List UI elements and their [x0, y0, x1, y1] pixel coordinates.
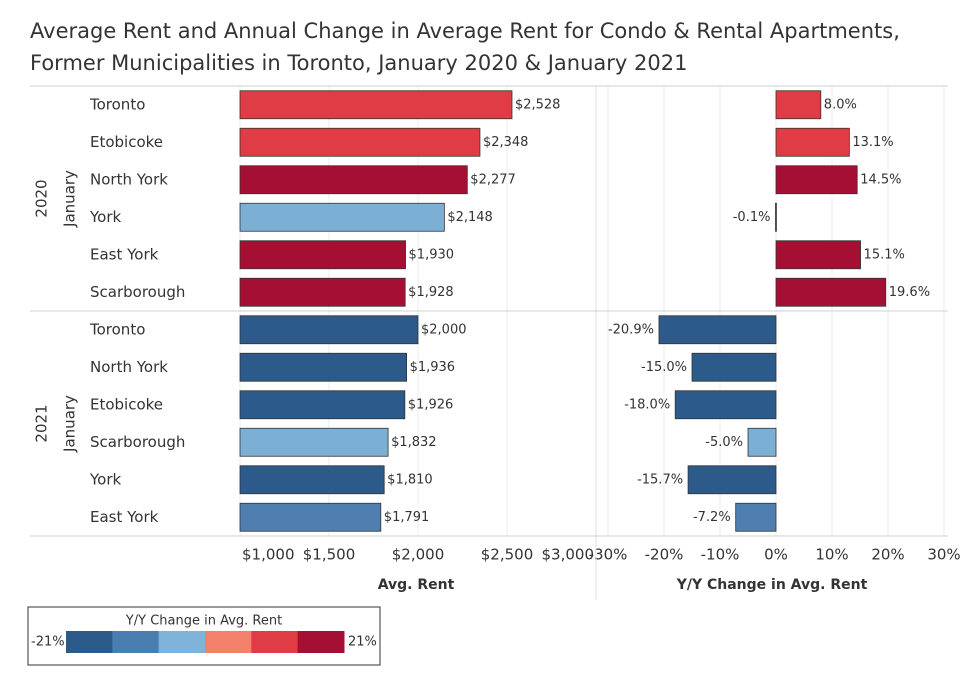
change-bar — [775, 277, 887, 307]
x-tick-label: $1,500 — [303, 546, 356, 564]
category-label: Toronto — [89, 320, 145, 338]
value-label: $1,791 — [384, 510, 430, 525]
legend-swatch — [297, 631, 345, 653]
change-bar — [775, 165, 858, 195]
category-label: North York — [90, 358, 168, 376]
rent-bar — [239, 127, 481, 157]
rent-bar — [239, 502, 382, 532]
value-label: -7.2% — [693, 510, 731, 525]
change-bar — [775, 90, 822, 120]
legend-max: 21% — [348, 635, 377, 650]
value-label: 19.6% — [889, 285, 930, 300]
change-bar — [775, 127, 850, 157]
change-bar — [775, 240, 861, 270]
row-header-month: January — [61, 170, 79, 228]
legend-min: -21% — [31, 635, 65, 650]
category-label: Scarborough — [90, 433, 185, 451]
x-tick-label: 30% — [927, 546, 960, 564]
x-tick-label: $1,000 — [242, 546, 295, 564]
value-label: $1,936 — [410, 360, 456, 375]
x-tick-label: -30% — [589, 546, 628, 564]
value-label: $2,148 — [447, 210, 493, 225]
value-label: $2,528 — [515, 97, 561, 112]
x-tick-label: 10% — [815, 546, 848, 564]
legend-swatch — [251, 631, 299, 653]
value-label: $1,926 — [408, 397, 454, 412]
value-label: 15.1% — [864, 247, 905, 262]
value-label: $2,277 — [470, 172, 516, 187]
x-tick-label: -10% — [701, 546, 740, 564]
change-bar — [735, 502, 777, 532]
rent-bar — [239, 465, 385, 495]
change-bar — [691, 352, 777, 382]
rent-bar — [239, 427, 389, 457]
rent-bar — [239, 277, 406, 307]
category-label: Etobicoke — [90, 395, 163, 413]
value-label: $1,810 — [387, 472, 433, 487]
legend-title: Y/Y Change in Avg. Rent — [125, 614, 282, 629]
row-header-year: 2020 — [33, 179, 51, 217]
value-label: $1,928 — [408, 285, 454, 300]
category-label: East York — [90, 245, 159, 263]
row-header-month: January — [61, 395, 79, 453]
legend-swatch — [112, 631, 160, 653]
value-label: -18.0% — [624, 397, 670, 412]
value-label: -15.7% — [637, 472, 683, 487]
x-tick-label: $3,000 — [542, 546, 595, 564]
chart-title: Average Rent and Annual Change in Averag… — [30, 19, 900, 43]
value-label: 14.5% — [860, 172, 901, 187]
value-label: $2,000 — [421, 322, 467, 337]
axis-title: Avg. Rent — [378, 577, 455, 593]
value-label: -20.9% — [608, 322, 654, 337]
value-label: $1,832 — [391, 435, 437, 450]
legend-swatch — [158, 631, 206, 653]
chart-title: Former Municipalities in Toronto, Januar… — [30, 51, 687, 75]
value-label: $1,930 — [409, 247, 455, 262]
x-tick-label: -20% — [645, 546, 684, 564]
value-label: $2,348 — [483, 135, 528, 150]
rent-bar — [239, 315, 419, 345]
x-tick-label: 0% — [764, 546, 788, 564]
value-label: -15.0% — [641, 360, 687, 375]
legend-swatch — [205, 631, 252, 653]
change-bar — [658, 315, 777, 345]
rent-bar — [239, 90, 513, 120]
row-header-year: 2021 — [33, 404, 51, 442]
rent-bar — [239, 165, 468, 195]
change-bar — [775, 202, 777, 232]
value-label: -5.0% — [705, 435, 743, 450]
axis-title: Y/Y Change in Avg. Rent — [676, 577, 868, 593]
x-tick-label: 20% — [871, 546, 904, 564]
category-label: East York — [90, 508, 159, 526]
rent-bar — [239, 202, 445, 232]
rent-bar — [239, 240, 406, 270]
x-tick-label: $2,500 — [481, 546, 534, 564]
legend-swatch — [66, 631, 113, 653]
category-label: North York — [90, 170, 168, 188]
x-tick-label: $2,000 — [392, 546, 445, 564]
rent-bar — [239, 390, 406, 420]
change-bar — [674, 390, 777, 420]
category-label: Scarborough — [90, 283, 185, 301]
value-label: 13.1% — [852, 135, 893, 150]
value-label: 8.0% — [824, 97, 857, 112]
category-label: York — [89, 470, 122, 488]
category-label: Toronto — [89, 95, 145, 113]
category-label: Etobicoke — [90, 133, 163, 151]
category-label: York — [89, 208, 122, 226]
value-label: -0.1% — [733, 210, 771, 225]
rent-bar — [239, 352, 408, 382]
change-bar — [687, 465, 777, 495]
change-bar — [747, 427, 777, 457]
